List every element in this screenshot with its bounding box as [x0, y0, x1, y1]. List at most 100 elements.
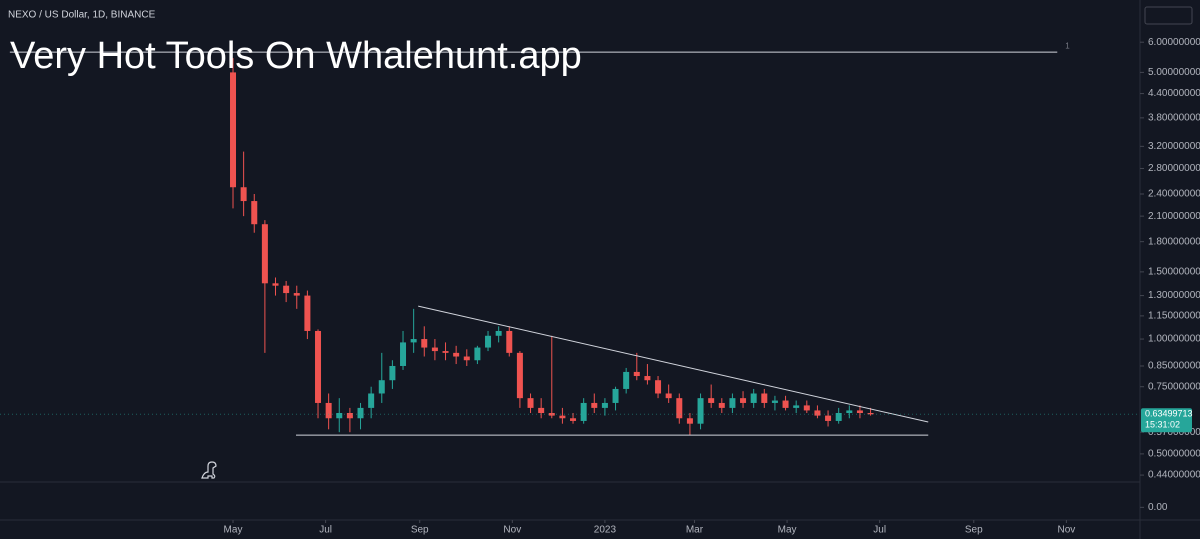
candle-body: [283, 285, 290, 294]
y-tick-label: 0.57000000: [1148, 427, 1200, 438]
candle-body: [538, 407, 545, 413]
candle-body: [729, 398, 736, 408]
y-tick-label: 6.00000000: [1148, 37, 1200, 48]
candle-body: [463, 356, 470, 361]
candle-body: [665, 393, 672, 399]
y-tick-label: 5.00000000: [1148, 67, 1200, 78]
candle-body: [825, 415, 832, 421]
x-tick-label: May: [224, 525, 243, 536]
candle-body: [346, 412, 353, 419]
y-tick-label: 0.75000000: [1148, 381, 1200, 392]
y-tick-label: 3.20000000: [1148, 141, 1200, 152]
candle-body: [623, 371, 630, 389]
countdown-label: 15:31:02: [1145, 420, 1180, 430]
candle-body: [453, 352, 460, 357]
candle-body: [570, 418, 577, 421]
y-tick-label: 1.30000000: [1148, 290, 1200, 301]
candle-body: [612, 388, 619, 403]
y-tick-label: 1.80000000: [1148, 236, 1200, 247]
plot-area: [0, 51, 1140, 436]
candle-body: [633, 371, 640, 377]
last-price-label: 0.63499713: [1145, 409, 1193, 419]
candle-body: [325, 402, 332, 419]
y-tick-label: 4.40000000: [1148, 88, 1200, 99]
candle-body: [601, 402, 608, 408]
candle-body: [230, 72, 237, 188]
y-tick-label: 0.00: [1148, 502, 1168, 513]
candle-body: [368, 393, 375, 408]
candle-body: [591, 402, 598, 408]
candle-body: [718, 402, 725, 408]
x-tick-label: May: [778, 525, 797, 536]
candle-body: [485, 335, 492, 348]
candle-body: [655, 380, 662, 394]
settings-box[interactable]: [1144, 6, 1193, 25]
candle-body: [867, 412, 874, 415]
candle-body: [272, 283, 279, 286]
candle-body: [357, 407, 364, 419]
line-label: 1: [1065, 41, 1070, 50]
trend-line: [418, 305, 929, 423]
candle-body: [495, 330, 502, 336]
candle-body: [261, 224, 268, 284]
logo-icon: [201, 461, 217, 479]
candle-body: [442, 351, 449, 353]
candle-body: [846, 410, 853, 413]
candle-body: [559, 415, 566, 419]
x-tick-label: Jul: [873, 525, 886, 536]
y-tick-label: 0.50000000: [1148, 449, 1200, 460]
y-tick-label: 1.00000000: [1148, 334, 1200, 345]
x-tick-label: 2023: [594, 525, 617, 536]
overlay-text: Very Hot Tools On Whalehunt.app: [10, 35, 582, 77]
candle-body: [708, 398, 715, 403]
candle-body: [474, 347, 481, 361]
y-tick-label: 3.80000000: [1148, 113, 1200, 124]
candle-body: [378, 380, 385, 394]
candle-body: [814, 410, 821, 416]
candle-body: [750, 393, 757, 403]
x-tick-label: Sep: [411, 525, 429, 536]
x-tick-label: Nov: [503, 525, 521, 536]
candle-body: [740, 398, 747, 403]
candle-body: [516, 352, 523, 399]
candle-body: [506, 330, 513, 353]
x-tick-label: Mar: [686, 525, 704, 536]
candle-body: [400, 342, 407, 366]
x-tick-label: Nov: [1057, 525, 1075, 536]
symbol-header: NEXO / US Dollar, 1D, BINANCE: [8, 10, 156, 21]
y-tick-label: 0.44000000: [1148, 470, 1200, 481]
candle-body: [580, 402, 587, 421]
y-tick-label: 1.50000000: [1148, 267, 1200, 278]
last-price-badge: [1141, 408, 1192, 433]
candle-body: [761, 393, 768, 403]
candle-body: [803, 405, 810, 411]
candle-body: [835, 412, 842, 421]
candle-body: [410, 339, 417, 343]
y-tick-label: 0.85000000: [1148, 361, 1200, 372]
candle-body: [315, 330, 322, 403]
candle-body: [240, 187, 247, 202]
candle-body: [421, 339, 428, 348]
candle-body: [686, 418, 693, 424]
y-tick-label: 2.80000000: [1148, 163, 1200, 174]
x-tick-label: Jul: [319, 525, 332, 536]
candle-body: [431, 347, 438, 352]
y-tick-label: 2.10000000: [1148, 211, 1200, 222]
candle-body: [548, 412, 555, 416]
candle-body: [644, 376, 651, 381]
candle-body: [697, 398, 704, 424]
x-tick-label: Sep: [965, 525, 983, 536]
candle-body: [293, 293, 300, 296]
candle-body: [782, 400, 789, 408]
candle-body: [389, 365, 396, 381]
candle-body: [676, 398, 683, 419]
candle-body: [856, 410, 863, 413]
y-tick-label: 1.15000000: [1148, 311, 1200, 322]
candle-body: [771, 400, 778, 403]
candle-body: [304, 295, 311, 331]
candle-body: [793, 405, 800, 408]
y-tick-label: 2.40000000: [1148, 189, 1200, 200]
candle-body: [251, 201, 258, 225]
